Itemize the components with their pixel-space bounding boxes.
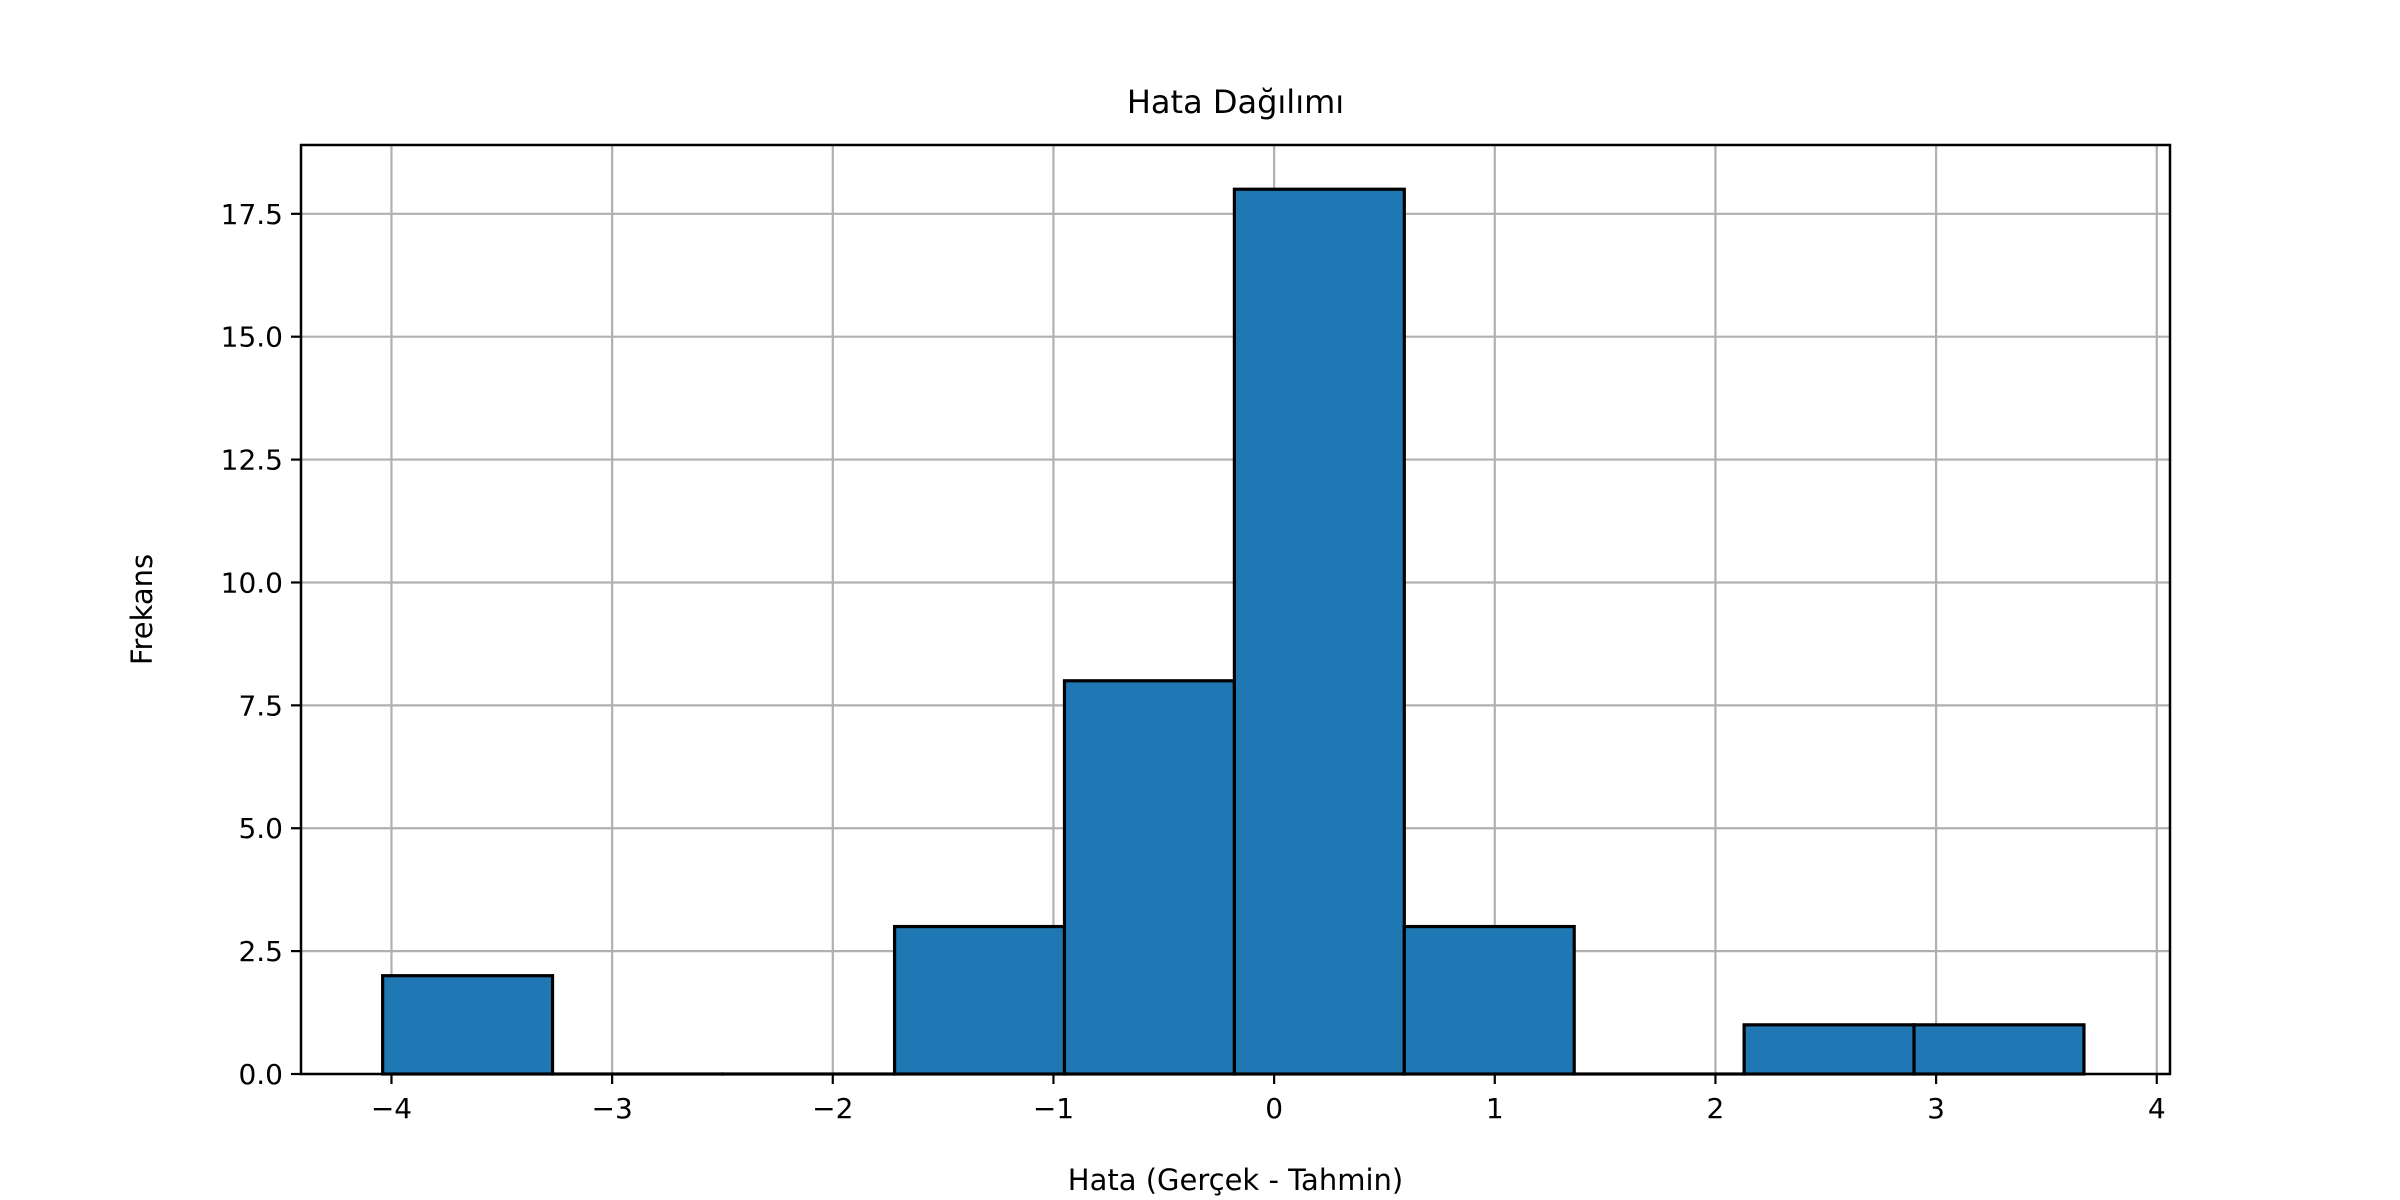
y-tick-label: 5.0 bbox=[238, 812, 283, 845]
y-axis-label: Frekans bbox=[125, 554, 159, 665]
chart-title: Hata Dağılımı bbox=[1127, 83, 1344, 121]
x-tick-label: −4 bbox=[371, 1092, 412, 1125]
y-tick-label: 15.0 bbox=[221, 321, 283, 354]
histogram-bar bbox=[1912, 1023, 2086, 1076]
x-tick-label: 0 bbox=[1265, 1092, 1283, 1125]
plot-frame bbox=[299, 143, 2172, 1076]
axis-ticks: −4 −3 −2 −1 0 1 2 3 4 0.0 2.5 5.0 7.5 10.0 12.5 15.0 17.… bbox=[221, 198, 2166, 1125]
x-tick-label: 3 bbox=[1927, 1092, 1945, 1125]
x-tick-label: 1 bbox=[1486, 1092, 1504, 1125]
x-tick-label: −2 bbox=[812, 1092, 853, 1125]
y-tick-label: 10.0 bbox=[221, 566, 283, 599]
y-tick-label: 2.5 bbox=[238, 935, 283, 968]
x-tick-label: 4 bbox=[2148, 1092, 2166, 1125]
x-tick-label: −3 bbox=[591, 1092, 632, 1125]
x-axis-label: Hata (Gerçek - Tahmin) bbox=[1068, 1163, 1403, 1197]
x-tick-label: 2 bbox=[1707, 1092, 1725, 1125]
y-tick-label: 0.0 bbox=[238, 1058, 283, 1091]
histogram-bar bbox=[1062, 679, 1236, 1076]
y-tick-label: 12.5 bbox=[221, 444, 283, 477]
histogram-bar bbox=[381, 974, 555, 1076]
histogram-bars bbox=[381, 187, 2086, 1076]
histogram-bar bbox=[1402, 924, 1576, 1076]
histogram-bar bbox=[1232, 187, 1406, 1076]
x-tick-label: −1 bbox=[1033, 1092, 1074, 1125]
y-tick-label: 7.5 bbox=[238, 689, 283, 722]
y-tick-label: 17.5 bbox=[221, 198, 283, 231]
histogram-bar bbox=[1742, 1023, 1916, 1076]
histogram-bar bbox=[892, 924, 1067, 1076]
